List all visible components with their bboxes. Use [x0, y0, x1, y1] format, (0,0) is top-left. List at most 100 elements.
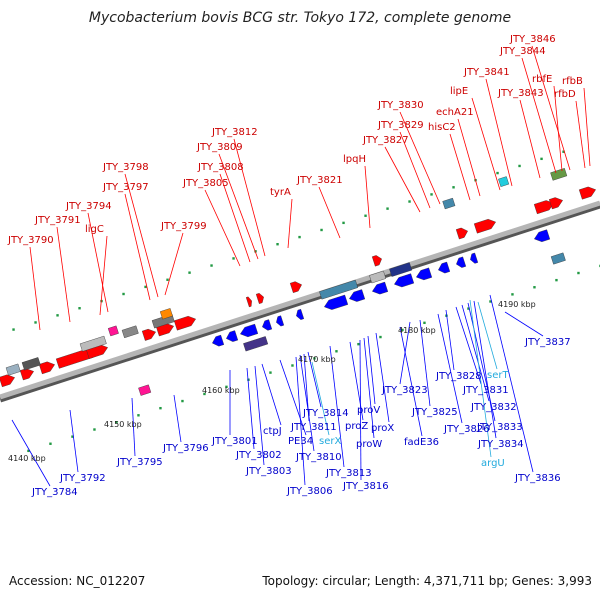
- guide-dot: [225, 385, 228, 389]
- label-leader: [367, 335, 376, 405]
- label-leader: [254, 365, 265, 466]
- forward-gene-label: rfbD: [554, 89, 576, 100]
- reverse-gene-label: JTY_3825: [411, 407, 458, 418]
- forward-gene: [578, 186, 596, 200]
- tick-label: 4160 kbp: [202, 386, 240, 395]
- reverse-gene-label: JTY_3795: [116, 457, 163, 468]
- reverse-gene: [324, 294, 349, 310]
- guide-dot: [115, 421, 118, 424]
- label-leader: [469, 299, 492, 458]
- forward-gene-label: JTY_3799: [160, 221, 207, 232]
- reverse-gene-label: JTY_3816: [342, 481, 389, 492]
- label-leader: [299, 354, 315, 452]
- label-leader: [56, 226, 71, 323]
- reverse-gene: [262, 319, 273, 331]
- forward-gene: [455, 227, 468, 240]
- reverse-gene: [394, 273, 415, 288]
- label-leader: [399, 111, 441, 205]
- block-feature: [319, 279, 359, 300]
- forward-gene-label: JTY_3821: [296, 175, 343, 186]
- forward-gene-label: JTY_3794: [65, 201, 112, 212]
- label-leader: [218, 153, 259, 260]
- reverse-gene-label: JTY_3836: [514, 473, 561, 484]
- label-leader: [363, 337, 375, 439]
- label-leader: [504, 311, 544, 337]
- guide-dot: [555, 278, 558, 282]
- label-leader: [287, 198, 293, 249]
- forward-gene: [245, 296, 252, 308]
- forward-gene-label: JTY_3830: [377, 100, 424, 111]
- block-feature: [121, 325, 139, 339]
- label-leader: [295, 356, 306, 486]
- label-leader: [521, 57, 557, 174]
- guide-dot: [540, 157, 543, 161]
- forward-gene-label: JTY_3809: [196, 142, 243, 153]
- label-leader: [399, 131, 431, 209]
- forward-gene-label: echA21: [436, 107, 474, 118]
- forward-gene-label: JTY_3841: [463, 67, 510, 78]
- forward-gene: [371, 255, 382, 267]
- forward-gene: [0, 374, 15, 388]
- label-leader: [455, 306, 482, 385]
- reverse-gene-label: JTY_3801: [211, 436, 258, 447]
- reverse-gene-label: JTY_3810: [295, 452, 342, 463]
- label-leaders: [11, 45, 591, 487]
- guide-dot: [12, 328, 15, 331]
- guide-dot: [562, 150, 565, 153]
- tick-label: 4140 kbp: [8, 454, 46, 463]
- block-feature: [243, 336, 269, 352]
- guide-dot: [232, 257, 235, 260]
- forward-gene-label: JTY_3791: [34, 215, 81, 226]
- guide-dot: [364, 214, 367, 217]
- block-feature: [21, 357, 41, 371]
- reverse-gene: [240, 323, 259, 338]
- forward-gene-label: ligC: [85, 224, 104, 235]
- forward-gene-label: rbfE: [532, 74, 552, 85]
- label-leader: [399, 321, 411, 385]
- label-leader: [303, 353, 310, 422]
- tick-label: 4180 kbp: [398, 326, 436, 335]
- forward-gene-label: lpqH: [343, 154, 366, 165]
- accession-text: Accession: NC_012207: [9, 574, 146, 588]
- forward-gene: [38, 361, 55, 375]
- forward-gene-label: JTY_3827: [362, 135, 409, 146]
- guide-dot: [137, 414, 140, 417]
- guide-dot: [496, 171, 499, 175]
- reverse-gene-label: JTY_3833: [476, 422, 523, 433]
- forward-gene: [289, 281, 302, 293]
- block-feature: [79, 335, 107, 352]
- label-leader: [457, 118, 481, 197]
- reverse-gene: [372, 281, 389, 295]
- reverse-gene-label: PE34: [288, 436, 313, 447]
- forward-gene: [173, 315, 196, 331]
- forward-gene-label: JTY_3829: [377, 120, 424, 131]
- forward-gene-label: lipE: [450, 86, 468, 97]
- forward-gene-label: hisC2: [428, 122, 456, 133]
- label-leader: [445, 309, 455, 371]
- guide-dot: [386, 207, 389, 210]
- guide-dot: [298, 235, 301, 239]
- label-leader: [318, 186, 341, 239]
- guide-dot: [210, 264, 213, 267]
- backbone: [0, 200, 600, 400]
- tick-label: 4150 kbp: [104, 420, 142, 429]
- label-leader: [471, 97, 501, 191]
- guide-dot: [408, 200, 411, 203]
- guide-dot: [335, 350, 338, 353]
- reverse-gene-label: JTY_3837: [524, 337, 571, 348]
- label-leader: [307, 351, 322, 408]
- label-leader: [531, 45, 571, 171]
- label-leader: [69, 409, 79, 473]
- guide-dot: [276, 243, 279, 246]
- label-leader: [219, 173, 251, 263]
- trna-label: serX: [319, 436, 341, 447]
- label-leader: [449, 133, 471, 201]
- guide-dot: [342, 221, 345, 225]
- forward-gene-label: JTY_3843: [497, 88, 544, 99]
- reverse-gene-label: proV: [357, 405, 380, 416]
- reverse-gene: [438, 261, 451, 274]
- label-leader: [173, 394, 182, 443]
- reverse-gene: [416, 267, 433, 281]
- label-leader: [489, 294, 534, 473]
- label-leader: [519, 99, 541, 179]
